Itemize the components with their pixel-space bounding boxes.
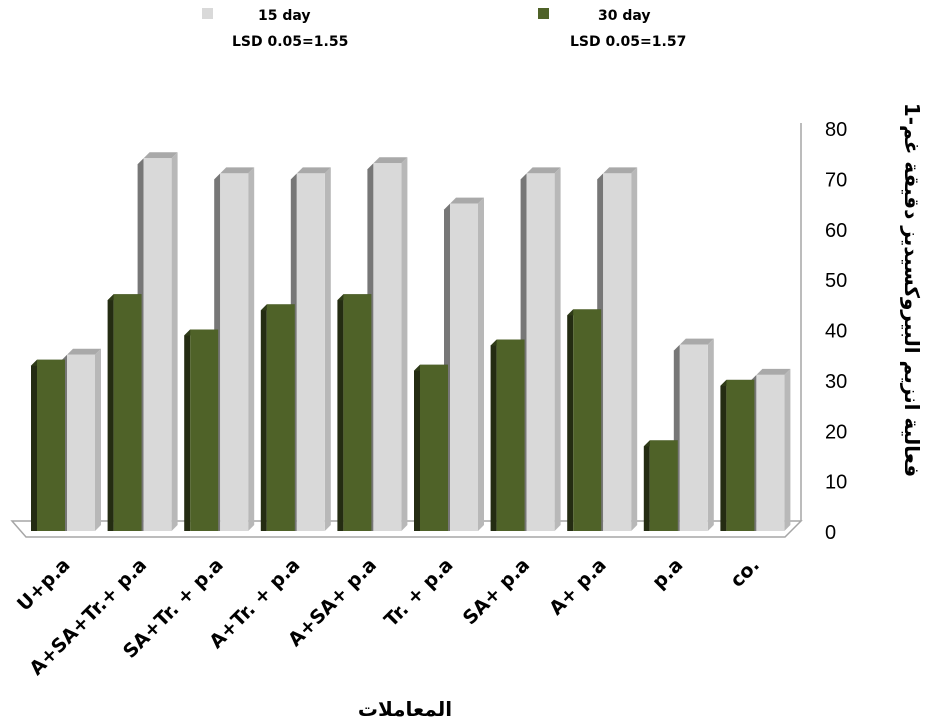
bar-30-day-sa-p-a	[490, 339, 525, 531]
bar-side	[171, 152, 178, 531]
bar-side	[95, 348, 101, 531]
bar-30-day-p-a	[643, 440, 678, 531]
y-tick-label: 30	[825, 371, 847, 393]
bar-front	[450, 203, 478, 531]
bar-side	[248, 167, 255, 531]
bar-side	[490, 339, 497, 531]
bar-side	[707, 338, 714, 531]
bar-side	[554, 167, 561, 531]
bar-front	[67, 354, 95, 531]
bars	[31, 152, 791, 531]
bar-30-day-a-p-a	[567, 309, 602, 531]
bar-front	[756, 374, 785, 531]
x-tick-label: co.	[726, 554, 764, 592]
x-tick-label: U+p.a	[13, 554, 75, 616]
legend-label-30-day: 30 day	[598, 8, 651, 24]
bar-top	[67, 348, 101, 355]
y-tick-label: 10	[825, 472, 847, 494]
bar-side	[478, 197, 484, 531]
x-tick-label: Tr. + p.a	[380, 554, 457, 631]
bar-front	[113, 294, 142, 531]
bar-top	[756, 368, 791, 375]
y-tick-label: 50	[825, 270, 847, 292]
bar-side	[107, 294, 114, 531]
bar-side	[643, 440, 650, 531]
x-tick-label: A+ p.a	[545, 554, 611, 620]
y-tick-label: 80	[825, 119, 847, 141]
bar-15-day-a-sa-tr-p-a	[137, 152, 178, 531]
bar-front	[573, 309, 602, 531]
bar-top	[450, 197, 484, 204]
bar-front	[496, 339, 525, 531]
x-axis-title: المعاملات	[358, 697, 452, 721]
bar-side	[184, 329, 191, 531]
bar-side	[260, 304, 267, 531]
bar-front	[37, 359, 65, 531]
bar-front	[679, 344, 708, 531]
bar-front	[373, 163, 402, 531]
bar-side	[324, 167, 331, 531]
bar-side	[784, 368, 791, 531]
legend-label-15-day: 15 day	[258, 8, 311, 24]
y-tick-label: 40	[825, 321, 847, 343]
bar-15-day-p-a	[673, 338, 714, 531]
bar-front	[526, 173, 555, 531]
bar-front	[343, 294, 372, 531]
bar-30-day-sa-tr-p-a	[184, 329, 219, 531]
bar-front	[266, 304, 295, 531]
y-axis-title: فعالية انزيم البيروكسيديز دقيقة غم-1	[900, 103, 924, 477]
bar-front	[143, 158, 172, 531]
x-tick-label: p.a	[648, 554, 687, 593]
bar-side	[720, 379, 727, 531]
legend: 15 day LSD 0.05=1.55 30 day LSD 0.05=1.5…	[202, 8, 686, 50]
bar-30-day-a-sa-tr-p-a	[107, 294, 142, 531]
bar-top	[526, 167, 561, 174]
x-tick-label: SA+ p.a	[459, 554, 534, 629]
bar-30-day-a-tr-p-a	[260, 304, 295, 531]
y-tick-label: 70	[825, 169, 847, 191]
bar-top	[679, 338, 714, 345]
bar-front	[420, 364, 448, 531]
bar-side	[631, 167, 638, 531]
bar-side	[401, 157, 408, 531]
bar-side	[567, 309, 574, 531]
bar-side	[31, 359, 37, 531]
bar-15-day-co	[750, 368, 791, 531]
bar-15-day-sa-p-a	[520, 167, 561, 531]
bar-front	[220, 173, 249, 531]
y-tick-label: 0	[825, 522, 836, 544]
bar-15-day-a-p-a	[597, 167, 638, 531]
bar-15-day-sa-tr-p-a	[214, 167, 255, 531]
legend-lsd-30-day: LSD 0.05=1.57	[570, 34, 686, 50]
x-axis-categories: U+p.aA+SA+Tr.+ p.aSA+Tr. + p.aA+Tr. + p.…	[13, 554, 764, 680]
bar-side	[414, 364, 420, 531]
bar-front	[603, 173, 632, 531]
bar-15-day-u-p-a	[61, 348, 101, 531]
bar-30-day-tr-p-a	[414, 364, 448, 531]
bar-front	[190, 329, 219, 531]
bar-30-day-co	[720, 379, 755, 531]
y-tick-label: 20	[825, 421, 847, 443]
bar-top	[373, 157, 408, 164]
bar-front	[649, 440, 678, 531]
bar-15-day-a-sa-p-a	[367, 157, 408, 531]
legend-swatch-15-day	[202, 8, 213, 19]
bar-side	[337, 294, 344, 531]
y-tick-label: 60	[825, 220, 847, 242]
y-axis-ticks: 0 10 20 30 40 50 60 70 80	[825, 119, 847, 544]
legend-swatch-30-day	[538, 8, 549, 19]
bar-30-day-u-p-a	[31, 359, 65, 531]
bar-front	[726, 379, 755, 531]
bar-15-day-a-tr-p-a	[290, 167, 331, 531]
bar-front	[296, 173, 325, 531]
bar-30-day-a-sa-p-a	[337, 294, 372, 531]
bar-top	[603, 167, 638, 174]
bar-top	[143, 152, 178, 159]
legend-lsd-15-day: LSD 0.05=1.55	[232, 34, 348, 50]
bar-top	[296, 167, 331, 174]
bar-top	[220, 167, 255, 174]
bar-15-day-tr-p-a	[444, 197, 484, 531]
